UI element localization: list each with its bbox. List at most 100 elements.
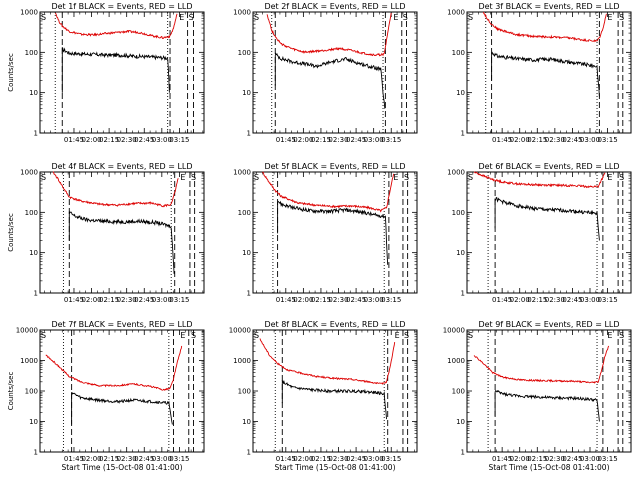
- panel-det-8: Det 8f BLACK = Events, RED = LLD 1 10 100 10…: [229, 320, 418, 472]
- plot-frame: [252, 329, 418, 453]
- x-tick-label: 02:30: [117, 455, 137, 463]
- events-series-line: [68, 211, 175, 274]
- plot-frame: [252, 171, 418, 294]
- lld-series-line: [262, 171, 395, 213]
- panel-det-4: Det 4f BLACK = Events, RED = LLD 1 10 100 10…: [7, 162, 205, 304]
- x-tick-label: 02:45: [134, 136, 154, 144]
- start-marker-label: S: [254, 13, 259, 22]
- x-tick-label: 03:15: [381, 455, 401, 463]
- end-marker-label: E: [607, 13, 612, 22]
- y-tick-label: 1: [34, 449, 38, 457]
- y-tick-label: 1000: [20, 169, 38, 177]
- x-axis-label: Start Time (15-Oct-08 01:41:00): [61, 463, 182, 472]
- panel-title: Det 7f BLACK = Events, RED = LLD: [51, 320, 192, 329]
- start-marker-label: S: [189, 13, 194, 22]
- x-tick-label: 02:00: [293, 136, 313, 144]
- plot-frame: [466, 329, 632, 453]
- x-tick-label: 02:30: [328, 296, 348, 304]
- y-tick-label: 1000: [20, 9, 38, 17]
- plot-frame: [39, 11, 205, 134]
- x-tick-label: 03:15: [597, 455, 617, 463]
- x-tick-label: 01:45: [64, 455, 84, 463]
- y-tick-label: 10: [29, 89, 38, 97]
- x-tick-label: 02:00: [293, 455, 313, 463]
- y-axis-label: Counts/sec: [7, 53, 15, 92]
- x-tick-label: 03:15: [597, 296, 617, 304]
- events-series-line: [491, 51, 600, 97]
- y-tick-label: 1: [461, 290, 465, 298]
- x-tick-label: 03:15: [169, 136, 189, 144]
- end-marker-label: E: [179, 13, 184, 22]
- x-tick-label: 02:45: [346, 296, 366, 304]
- y-tick-label: 10: [242, 249, 251, 257]
- x-tick-label: 02:30: [328, 136, 348, 144]
- x-tick-label: 03:15: [381, 136, 401, 144]
- start-marker-label: S: [468, 331, 473, 340]
- x-tick-label: 02:15: [99, 455, 119, 463]
- x-tick-label: 03:00: [580, 136, 600, 144]
- x-tick-label: 02:45: [562, 296, 582, 304]
- start-marker-label: S: [191, 331, 196, 340]
- y-tick-label: 1: [34, 130, 38, 138]
- events-series-line: [494, 389, 600, 422]
- lld-series-line: [482, 11, 607, 43]
- x-tick-label: 01:45: [492, 136, 512, 144]
- y-tick-label: 1000: [233, 357, 251, 365]
- plot-frame: [39, 171, 205, 294]
- y-tick-label: 100: [452, 388, 465, 396]
- start-marker-label: S: [41, 13, 46, 22]
- y-tick-label: 10000: [229, 327, 251, 335]
- x-tick-label: 02:15: [311, 455, 331, 463]
- y-tick-label: 10: [29, 418, 38, 426]
- x-tick-label: 02:45: [562, 136, 582, 144]
- panel-title: Det 2f BLACK = Events, RED = LLD: [264, 2, 405, 11]
- events-series-line: [277, 200, 389, 265]
- y-tick-label: 100: [452, 49, 465, 57]
- x-tick-label: 02:15: [311, 136, 331, 144]
- x-tick-label: 02:00: [81, 296, 101, 304]
- events-series-line: [274, 52, 386, 109]
- x-tick-label: 03:00: [580, 296, 600, 304]
- plot-frame: [466, 171, 632, 294]
- x-tick-label: 01:45: [64, 296, 84, 304]
- end-marker-label: E: [180, 331, 185, 340]
- y-tick-label: 100: [238, 388, 251, 396]
- y-tick-label: 10: [456, 249, 465, 257]
- end-marker-label: E: [393, 13, 398, 22]
- x-tick-label: 02:30: [545, 296, 565, 304]
- start-marker-label: S: [254, 173, 259, 182]
- plot-frame: [252, 11, 418, 134]
- x-tick-label: 03:00: [364, 296, 384, 304]
- y-tick-label: 100: [452, 209, 465, 217]
- lld-series-line: [54, 12, 178, 39]
- start-marker-label: S: [191, 173, 196, 182]
- x-tick-label: 01:45: [276, 136, 296, 144]
- start-marker-label: S: [404, 331, 409, 340]
- lld-series-line: [473, 171, 606, 189]
- x-tick-label: 02:30: [117, 136, 137, 144]
- x-tick-label: 01:45: [492, 455, 512, 463]
- x-tick-label: 03:00: [364, 136, 384, 144]
- y-tick-label: 1000: [233, 169, 251, 177]
- panel-title: Det 1f BLACK = Events, RED = LLD: [51, 2, 192, 11]
- lld-series-line: [266, 12, 392, 57]
- panel-det-3: Det 3f BLACK = Events, RED = LLD 1 10 100 10…: [447, 2, 632, 144]
- start-marker-label: S: [619, 13, 624, 22]
- start-marker-label: S: [468, 13, 473, 22]
- y-tick-label: 100: [25, 49, 38, 57]
- x-tick-label: 02:45: [134, 455, 154, 463]
- end-marker-label: E: [393, 173, 398, 182]
- start-marker-label: S: [403, 13, 408, 22]
- start-marker-label: S: [619, 173, 624, 182]
- x-tick-label: 02:15: [99, 136, 119, 144]
- panel-title: Det 6f BLACK = Events, RED = LLD: [478, 162, 619, 171]
- x-tick-label: 03:00: [152, 136, 172, 144]
- x-tick-label: 01:45: [276, 296, 296, 304]
- start-marker-label: S: [41, 331, 46, 340]
- start-marker-label: S: [404, 173, 409, 182]
- x-tick-label: 02:45: [562, 455, 582, 463]
- y-tick-label: 100: [25, 209, 38, 217]
- x-tick-label: 02:00: [510, 296, 530, 304]
- y-tick-label: 1000: [447, 357, 465, 365]
